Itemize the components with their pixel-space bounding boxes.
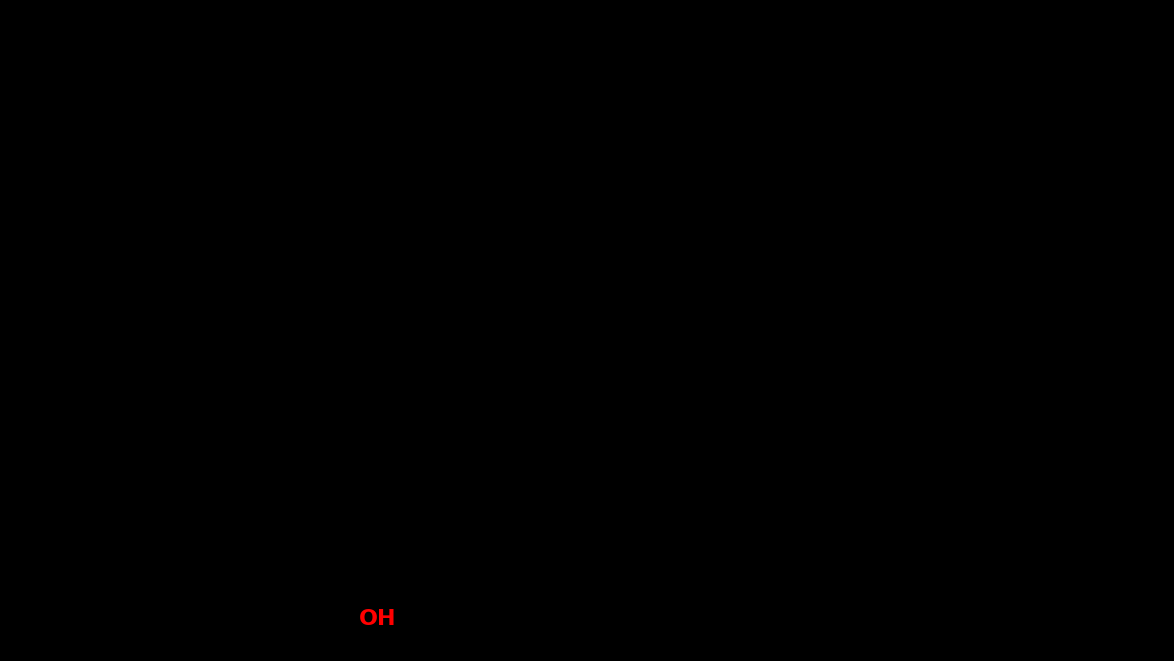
Text: OH: OH [359, 609, 397, 629]
